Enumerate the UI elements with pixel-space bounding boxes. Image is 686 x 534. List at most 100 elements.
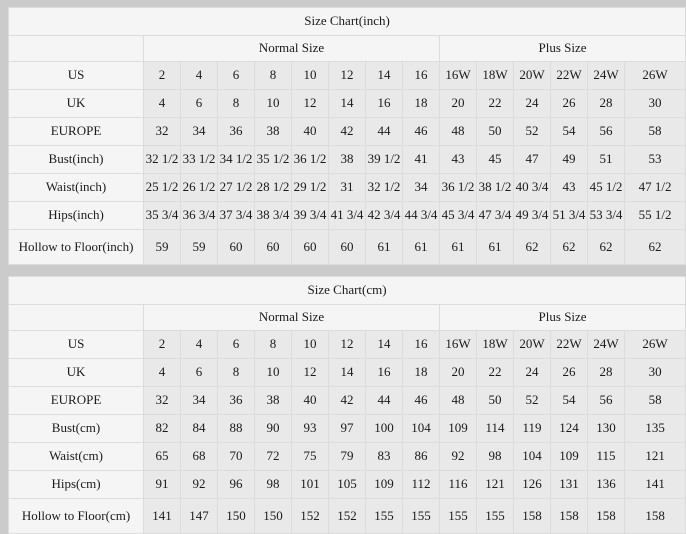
size-cell: 47 3/4 (476, 201, 514, 230)
size-cell: 114 (476, 414, 514, 443)
row-label: UK (8, 358, 144, 387)
size-cell: 60 (217, 229, 255, 265)
size-cell: 47 1/2 (623, 173, 686, 202)
size-cell: 155 (402, 498, 440, 534)
size-cell: 91 (143, 470, 181, 499)
size-cell: 46 (402, 117, 440, 146)
size-cell: 12 (291, 358, 329, 387)
size-cell: 131 (550, 470, 588, 499)
size-cell: 62 (550, 229, 588, 265)
row-label: Hollow to Floor(cm) (8, 498, 144, 534)
size-cell: 72 (254, 442, 292, 471)
row-label: Waist(cm) (8, 442, 144, 471)
size-cell: 121 (476, 470, 514, 499)
size-cell: 22W (550, 330, 588, 359)
table-row: US 2 4 6 8 10 12 14 16 16W 18W 20W 22W 24W 26W (8, 330, 686, 359)
size-cell: 18W (476, 61, 514, 90)
group-header-normal-size: Normal Size (143, 304, 440, 331)
row-label: UK (8, 89, 144, 118)
size-cell: 47 (513, 145, 551, 174)
size-cell: 158 (513, 498, 551, 534)
size-cell: 31 (328, 173, 366, 202)
size-cell: 16W (439, 61, 477, 90)
size-cell: 24W (587, 61, 625, 90)
size-cell: 34 1/2 (217, 145, 255, 174)
table-row: UK 4 6 8 10 12 14 16 18 20 22 24 26 28 30 (8, 358, 686, 387)
size-cell: 86 (402, 442, 440, 471)
table-row: EUROPE 32 34 36 38 40 42 44 46 48 50 52 54 56 58 (8, 386, 686, 415)
size-cell: 41 (402, 145, 440, 174)
size-cell: 112 (402, 470, 440, 499)
size-cell: 98 (476, 442, 514, 471)
table-row: Hips(inch) 35 3/4 36 3/4 37 3/4 38 3/4 39 3/4… (8, 201, 686, 230)
size-cell: 25 1/2 (143, 173, 181, 202)
size-cell: 40 3/4 (513, 173, 551, 202)
size-cell: 10 (254, 89, 292, 118)
size-cell: 24 (513, 358, 551, 387)
group-header-blank (8, 35, 144, 62)
size-cell: 109 (550, 442, 588, 471)
size-cell: 150 (217, 498, 255, 534)
size-cell: 53 3/4 (587, 201, 625, 230)
size-cell: 32 (143, 117, 181, 146)
size-cell: 53 (623, 145, 686, 174)
size-cell: 46 (402, 386, 440, 415)
size-cell: 147 (180, 498, 218, 534)
size-cell: 116 (439, 470, 477, 499)
size-cell: 90 (254, 414, 292, 443)
size-cell: 49 (550, 145, 588, 174)
size-cell: 100 (365, 414, 403, 443)
size-cell: 45 (476, 145, 514, 174)
size-cell: 30 (623, 89, 686, 118)
size-cell: 60 (254, 229, 292, 265)
group-header-normal-size: Normal Size (143, 35, 440, 62)
size-cell: 38 (328, 145, 366, 174)
size-cell: 75 (291, 442, 329, 471)
size-chart-tables: Size Chart(inch) Normal Size Plus Size US 2 4… (7, 7, 686, 534)
size-cell: 8 (254, 61, 292, 90)
size-cell: 37 3/4 (217, 201, 255, 230)
size-cell: 35 1/2 (254, 145, 292, 174)
size-cell: 8 (217, 89, 255, 118)
size-cell: 18W (476, 330, 514, 359)
size-cell: 34 (180, 117, 218, 146)
size-cell: 141 (143, 498, 181, 534)
size-cell: 109 (439, 414, 477, 443)
size-cell: 6 (217, 330, 255, 359)
size-cell: 36 1/2 (291, 145, 329, 174)
size-cell: 55 1/2 (623, 201, 686, 230)
size-cell: 70 (217, 442, 255, 471)
size-cell: 36 (217, 386, 255, 415)
row-label: EUROPE (8, 386, 144, 415)
table-row: UK 4 6 8 10 12 14 16 18 20 22 24 26 28 30 (8, 89, 686, 118)
size-cell: 35 3/4 (143, 201, 181, 230)
size-cell: 68 (180, 442, 218, 471)
row-label: EUROPE (8, 117, 144, 146)
size-cell: 28 (587, 358, 625, 387)
size-cell: 58 (623, 117, 686, 146)
size-cell: 32 1/2 (365, 173, 403, 202)
size-cell: 20 (439, 358, 477, 387)
size-cell: 43 (550, 173, 588, 202)
size-cell: 28 (587, 89, 625, 118)
size-cell: 79 (328, 442, 366, 471)
table-row: Waist(inch) 25 1/2 26 1/2 27 1/2 28 1/2 29 1/… (8, 173, 686, 202)
size-cell: 84 (180, 414, 218, 443)
size-cell: 44 3/4 (402, 201, 440, 230)
size-cell: 30 (623, 358, 686, 387)
size-cell: 34 (180, 386, 218, 415)
size-cell: 16 (402, 330, 440, 359)
size-cell: 34 (402, 173, 440, 202)
size-cell: 26 (550, 89, 588, 118)
size-chart-table: Size Chart(cm) Normal Size Plus Size US 2 4 6 8… (7, 276, 686, 534)
size-cell: 130 (587, 414, 625, 443)
size-cell: 115 (587, 442, 625, 471)
size-cell: 105 (328, 470, 366, 499)
size-cell: 16 (365, 358, 403, 387)
size-cell: 48 (439, 386, 477, 415)
row-label: Bust(inch) (8, 145, 144, 174)
size-cell: 50 (476, 117, 514, 146)
size-cell: 49 3/4 (513, 201, 551, 230)
group-header-blank (8, 304, 144, 331)
